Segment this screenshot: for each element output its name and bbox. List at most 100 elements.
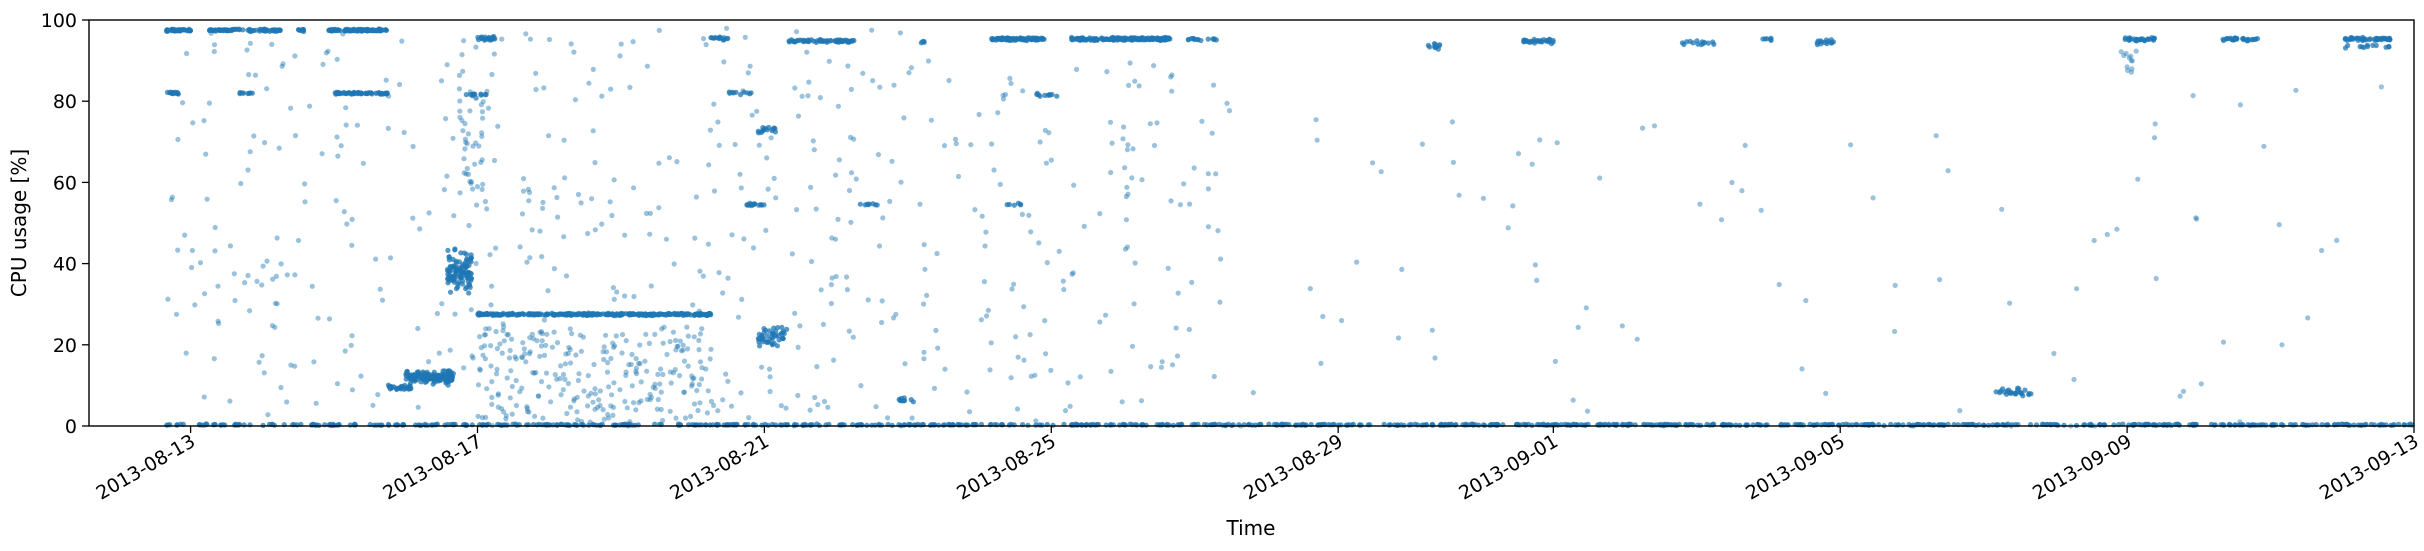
data-point [468,307,474,313]
data-point [795,113,802,119]
data-point [1583,422,1589,428]
data-point [597,388,603,394]
data-point [831,357,837,363]
data-point [333,91,339,97]
data-point [478,35,484,41]
data-point [493,371,500,377]
data-point [936,422,942,428]
data-point [1505,225,1511,231]
data-point [608,403,614,409]
data-point [498,311,505,318]
data-point [648,283,654,289]
data-point [1043,160,1049,166]
data-point [2128,69,2134,75]
data-point [658,389,664,395]
data-point [638,379,644,385]
data-point [292,53,298,59]
data-point [660,417,666,424]
data-point [461,262,467,269]
data-point [453,270,459,276]
data-point [715,408,721,414]
data-point [260,263,266,269]
data-point [313,400,319,406]
data-point [1175,290,1181,296]
data-point [231,271,237,277]
data-point [378,27,384,33]
data-point [1120,37,1126,43]
data-point [201,394,207,400]
data-point [1432,355,1438,361]
data-point [729,232,735,238]
data-point [1892,282,1898,288]
data-point [592,391,599,397]
data-point [180,100,186,106]
data-point [539,254,545,260]
data-point [288,362,294,368]
data-point [517,389,523,395]
data-point [749,112,755,118]
data-point [2198,381,2204,387]
data-point [468,180,474,186]
data-point [711,402,717,408]
data-point [541,85,547,91]
data-point [1120,136,1126,142]
data-point [2008,390,2014,396]
data-point [181,27,187,33]
data-point [647,210,654,216]
data-point [2051,350,2057,357]
data-point [567,346,573,353]
data-point [165,296,171,302]
data-point [2026,392,2032,398]
data-point [1126,82,1132,88]
data-point [1997,390,2003,396]
data-point [1427,44,1433,50]
data-point [527,36,534,42]
data-point [478,102,484,108]
data-point [320,61,326,67]
data-point [2357,44,2363,50]
data-point [724,25,730,31]
data-point [545,288,551,294]
data-point [2290,422,2296,428]
data-point [1039,422,1045,428]
data-point [540,199,546,205]
data-point [407,380,414,386]
data-point [723,371,729,377]
data-point [302,199,308,205]
data-point [1681,41,1687,48]
data-point [754,108,760,114]
data-point [476,143,482,149]
data-point [591,361,597,368]
data-point [565,380,572,387]
data-point [208,30,214,36]
data-point [441,187,447,193]
data-point [934,250,940,257]
data-point [631,293,637,300]
data-point [501,324,507,330]
data-point [334,381,341,387]
data-point [767,388,773,395]
data-point [1103,422,1109,428]
data-point [601,416,607,422]
data-point [715,422,721,428]
data-point [442,422,448,428]
data-point [1702,39,1708,45]
data-point [655,371,661,377]
data-point [615,312,621,318]
data-point [1008,375,1014,381]
data-point [696,308,702,314]
data-point [524,405,530,412]
data-point [729,89,736,95]
data-point [566,344,572,351]
data-point [323,50,330,56]
data-point [468,179,474,185]
data-point [1132,78,1138,84]
data-point [533,369,539,376]
data-point [2104,231,2110,238]
data-point [554,376,560,382]
data-point [691,334,697,340]
data-point [877,422,883,428]
data-point [494,312,500,318]
data-point [2211,422,2217,428]
data-point [594,311,600,317]
